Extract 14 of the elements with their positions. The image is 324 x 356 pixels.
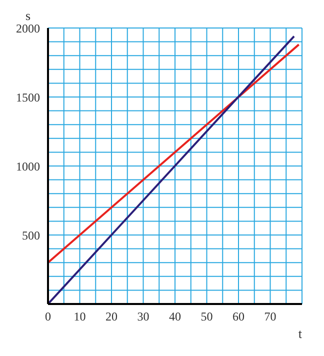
y-axis-title: s (25, 8, 31, 23)
x-tick-label: 70 (264, 310, 276, 324)
x-tick-label: 10 (74, 310, 86, 324)
y-tick-label: 1500 (16, 90, 40, 104)
x-tick-label: 30 (137, 310, 150, 324)
x-axis-title: t (298, 326, 302, 341)
y-tick-label: 1000 (16, 159, 40, 174)
x-tick-label: 0 (45, 310, 51, 324)
y-tick-label: 500 (22, 228, 40, 242)
x-tick-label: 60 (232, 310, 244, 324)
y-tick-label: 2000 (16, 21, 40, 36)
x-tick-label: 40 (169, 310, 181, 324)
x-tick-label: 50 (200, 310, 213, 324)
x-tick-label: 20 (106, 310, 118, 324)
